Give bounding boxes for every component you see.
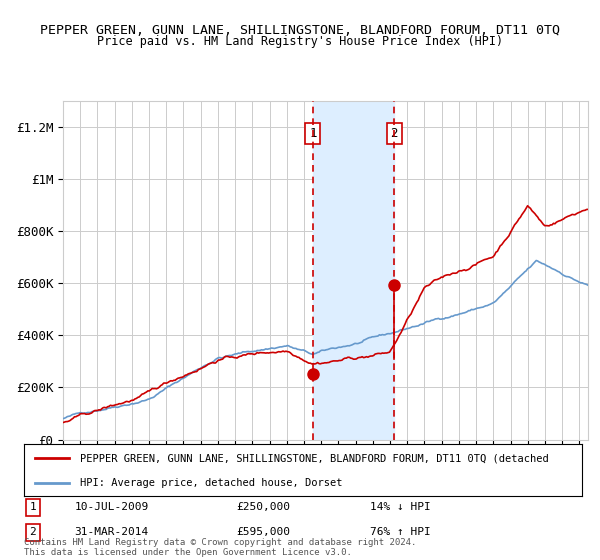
Text: HPI: Average price, detached house, Dorset: HPI: Average price, detached house, Dors…	[80, 478, 342, 488]
Text: 76% ↑ HPI: 76% ↑ HPI	[370, 528, 431, 538]
Text: £595,000: £595,000	[236, 528, 290, 538]
Text: PEPPER GREEN, GUNN LANE, SHILLINGSTONE, BLANDFORD FORUM, DT11 0TQ: PEPPER GREEN, GUNN LANE, SHILLINGSTONE, …	[40, 24, 560, 36]
Text: 1: 1	[29, 502, 37, 512]
Text: 10-JUL-2009: 10-JUL-2009	[74, 502, 148, 512]
Text: Contains HM Land Registry data © Crown copyright and database right 2024.
This d: Contains HM Land Registry data © Crown c…	[24, 538, 416, 557]
Text: PEPPER GREEN, GUNN LANE, SHILLINGSTONE, BLANDFORD FORUM, DT11 0TQ (detached: PEPPER GREEN, GUNN LANE, SHILLINGSTONE, …	[80, 453, 548, 463]
Bar	[313, 101, 394, 440]
Text: 14% ↓ HPI: 14% ↓ HPI	[370, 502, 431, 512]
Text: £250,000: £250,000	[236, 502, 290, 512]
Text: 1: 1	[309, 127, 317, 140]
Text: 2: 2	[391, 127, 398, 140]
Text: 31-MAR-2014: 31-MAR-2014	[74, 528, 148, 538]
Text: Price paid vs. HM Land Registry's House Price Index (HPI): Price paid vs. HM Land Registry's House …	[97, 35, 503, 48]
Text: 2: 2	[29, 528, 37, 538]
